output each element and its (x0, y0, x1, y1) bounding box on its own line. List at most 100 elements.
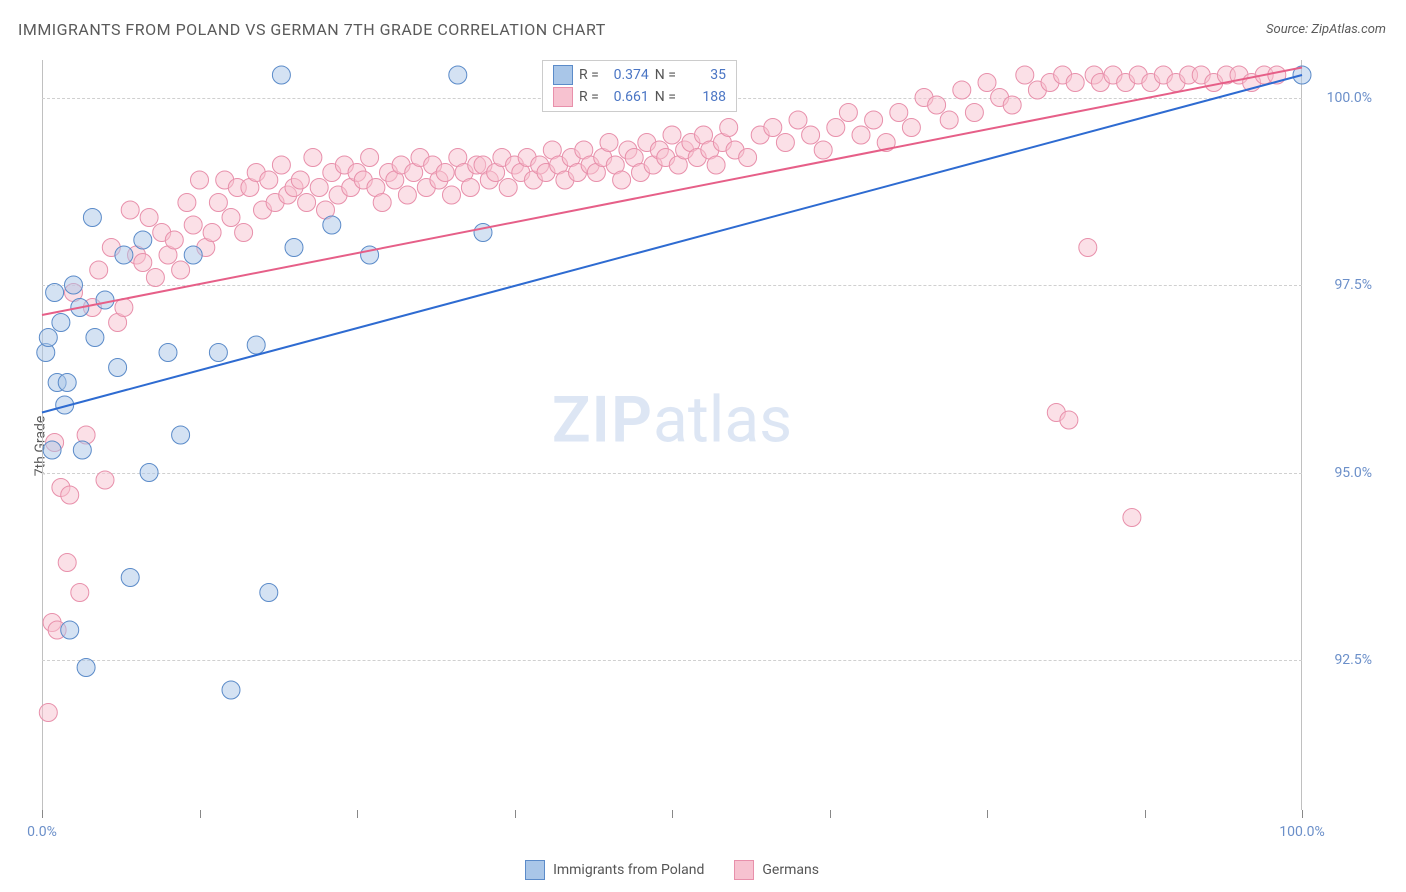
scatter-point (165, 231, 183, 249)
scatter-point (398, 186, 416, 204)
scatter-point (39, 704, 57, 722)
legend-series: Immigrants from Poland Germans (42, 860, 1302, 880)
scatter-point (140, 464, 158, 482)
scatter-point (96, 291, 114, 309)
scatter-point (86, 329, 104, 347)
chart-svg (42, 60, 1302, 810)
scatter-point (121, 569, 139, 587)
xtick (42, 810, 43, 818)
legend-r-value: 0.661 (605, 89, 649, 105)
xtick (1145, 810, 1146, 818)
scatter-point (191, 171, 209, 189)
xtick-label: 100.0% (1279, 824, 1324, 840)
scatter-point (140, 209, 158, 227)
scatter-point (600, 134, 618, 152)
scatter-point (291, 171, 309, 189)
plot-area: 92.5%95.0%97.5%100.0% ZIPatlas R = 0.374… (42, 60, 1302, 810)
scatter-point (272, 66, 290, 84)
scatter-point (209, 344, 227, 362)
legend-row-pink: R = 0.661 N = 188 (553, 87, 726, 107)
scatter-point (184, 216, 202, 234)
scatter-point (764, 119, 782, 137)
scatter-point (260, 584, 278, 602)
scatter-point (789, 111, 807, 129)
scatter-point (222, 681, 240, 699)
scatter-point (1123, 509, 1141, 527)
scatter-point (902, 119, 920, 137)
scatter-point (272, 156, 290, 174)
scatter-point (776, 134, 794, 152)
xtick (672, 810, 673, 818)
legend-r-label: R = (579, 89, 599, 105)
scatter-point (965, 104, 983, 122)
scatter-point (61, 486, 79, 504)
ytick-label: 100.0% (1327, 90, 1372, 106)
scatter-point (96, 471, 114, 489)
scatter-point (720, 119, 738, 137)
xtick (200, 810, 201, 818)
scatter-point (52, 314, 70, 332)
scatter-point (90, 261, 108, 279)
scatter-point (890, 104, 908, 122)
scatter-point (39, 329, 57, 347)
legend-n-value: 35 (682, 67, 726, 83)
scatter-point (436, 164, 454, 182)
scatter-point (115, 299, 133, 317)
scatter-point (361, 149, 379, 167)
scatter-point (298, 194, 316, 212)
xtick (515, 810, 516, 818)
legend-item-pink: Germans (734, 860, 819, 880)
legend-n-label: N = (655, 89, 676, 105)
scatter-point (323, 216, 341, 234)
scatter-point (310, 179, 328, 197)
scatter-point (802, 126, 820, 144)
legend-item-blue: Immigrants from Poland (525, 860, 704, 880)
scatter-point (852, 126, 870, 144)
legend-row-blue: R = 0.374 N = 35 (553, 65, 726, 85)
scatter-point (928, 96, 946, 114)
scatter-point (1003, 96, 1021, 114)
legend-swatch-pink (734, 860, 754, 880)
scatter-point (978, 74, 996, 92)
legend-r-label: R = (579, 67, 599, 83)
xtick (830, 810, 831, 818)
xtick (987, 810, 988, 818)
scatter-point (247, 336, 265, 354)
scatter-point (827, 119, 845, 137)
scatter-point (115, 246, 133, 264)
scatter-point (814, 141, 832, 159)
legend-swatch-blue (553, 65, 573, 85)
scatter-point (134, 231, 152, 249)
scatter-point (1016, 66, 1034, 84)
scatter-point (58, 554, 76, 572)
scatter-point (953, 81, 971, 99)
xtick (357, 810, 358, 818)
legend-swatch-blue (525, 860, 545, 880)
scatter-point (613, 171, 631, 189)
scatter-point (449, 66, 467, 84)
scatter-point (739, 149, 757, 167)
scatter-point (146, 269, 164, 287)
scatter-point (373, 194, 391, 212)
scatter-point (65, 276, 83, 294)
scatter-point (1066, 74, 1084, 92)
scatter-point (1079, 239, 1097, 257)
legend-correlation: R = 0.374 N = 35 R = 0.661 N = 188 (542, 60, 737, 112)
scatter-point (707, 156, 725, 174)
legend-n-value: 188 (682, 89, 726, 105)
scatter-point (109, 359, 127, 377)
scatter-point (499, 179, 517, 197)
ytick-label: 95.0% (1334, 465, 1372, 481)
scatter-point (134, 254, 152, 272)
xtick-label: 0.0% (27, 824, 57, 840)
chart-title: IMMIGRANTS FROM POLAND VS GERMAN 7TH GRA… (18, 20, 606, 39)
scatter-point (304, 149, 322, 167)
scatter-point (203, 224, 221, 242)
scatter-point (839, 104, 857, 122)
scatter-point (285, 239, 303, 257)
scatter-point (209, 194, 227, 212)
scatter-series-pink (39, 66, 1286, 722)
scatter-point (443, 186, 461, 204)
scatter-point (260, 171, 278, 189)
scatter-point (172, 261, 190, 279)
